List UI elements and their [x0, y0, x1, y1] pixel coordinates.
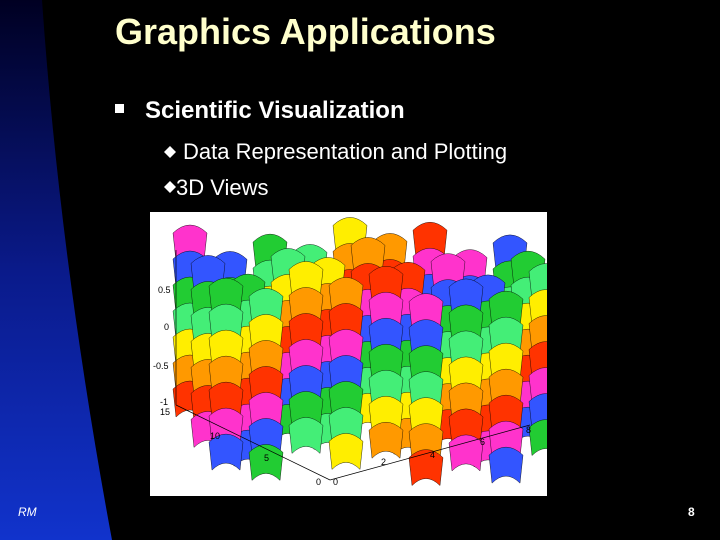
surface-patch	[488, 446, 524, 484]
surface-patch	[248, 444, 284, 481]
surface-patch	[328, 433, 364, 470]
axis-label: 2	[381, 457, 386, 467]
axis-label: -1	[160, 397, 168, 407]
bullet-text: Scientific Visualization	[145, 97, 405, 124]
surface-patch	[288, 417, 324, 454]
axis-label: 0.5	[158, 285, 171, 295]
axis-label: 0	[333, 477, 338, 487]
page-number: 8	[688, 505, 695, 519]
axis-label: 6	[480, 437, 485, 447]
slide-title: Graphics Applications	[115, 11, 496, 52]
sub-bullet-diamond	[164, 181, 176, 193]
sub-bullet-text: Data Representation and Plotting	[183, 139, 507, 164]
axis-label: 0	[316, 477, 321, 487]
plot-axis	[329, 424, 531, 481]
axis-label: 5	[264, 453, 269, 463]
axis-label: 0	[164, 322, 169, 332]
axis-label: 10	[210, 431, 220, 441]
axis-label: 8	[526, 425, 531, 435]
bullet-square	[115, 104, 124, 113]
axis-label: 15	[160, 407, 170, 417]
footer-author: RM	[18, 505, 37, 519]
side-band	[0, 0, 112, 540]
surface-patch	[208, 433, 244, 471]
surface-plot	[172, 217, 547, 487]
plot-axis	[175, 404, 331, 481]
sub-bullet-text: 3D Views	[176, 175, 269, 200]
surface-patch	[448, 434, 484, 472]
sub-bullet-diamond	[164, 146, 176, 158]
axis-label: -0.5	[153, 361, 169, 371]
surface-patch	[408, 449, 444, 487]
axis-label: 4	[430, 450, 435, 460]
surface-patch	[528, 419, 547, 456]
surface-patch	[368, 422, 404, 459]
